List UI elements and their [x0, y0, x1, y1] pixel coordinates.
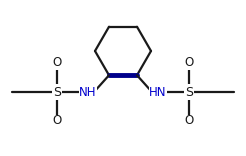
Text: O: O [52, 115, 62, 127]
Text: HN: HN [149, 85, 167, 98]
Text: NH: NH [79, 85, 97, 98]
Text: S: S [53, 85, 61, 98]
Text: O: O [184, 115, 194, 127]
Text: S: S [185, 85, 193, 98]
Text: O: O [52, 56, 62, 70]
Text: O: O [184, 56, 194, 70]
